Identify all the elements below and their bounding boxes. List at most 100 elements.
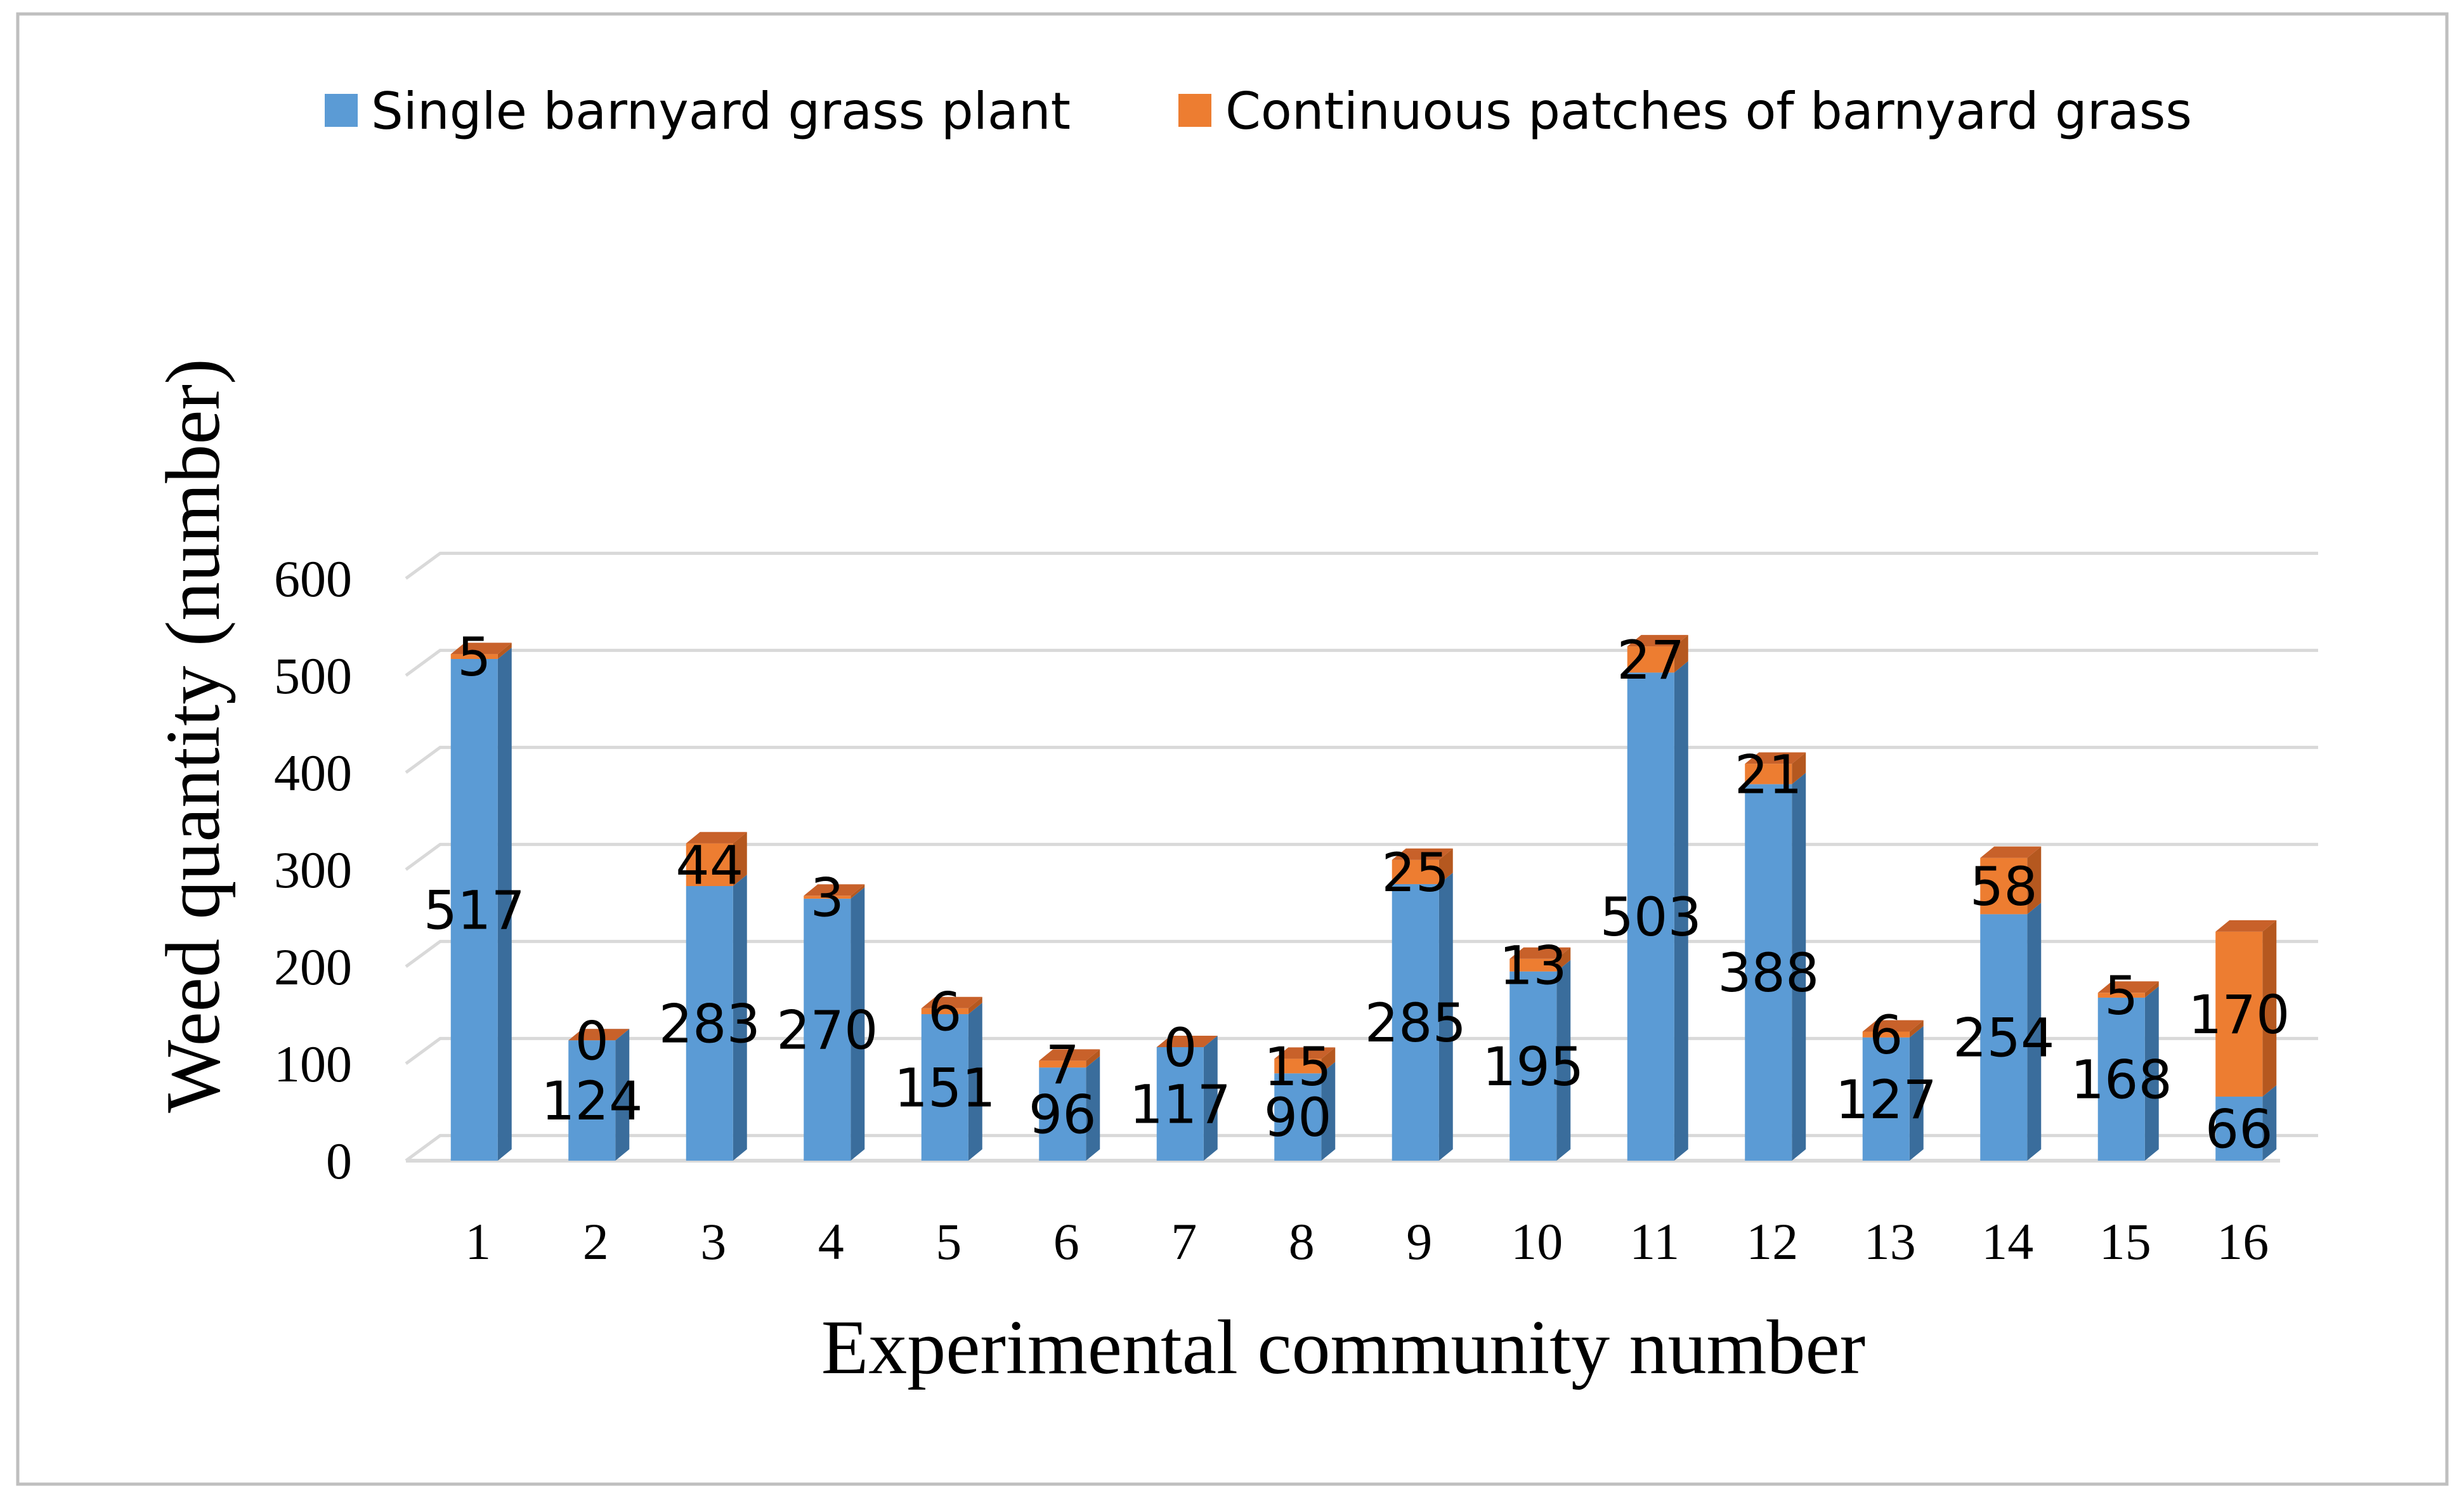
data-label-continuous: 7 <box>1046 1034 1079 1096</box>
x-axis-ticks: 1 2 3 4 5 6 7 8 9 10 11 12 13 14 15 16 <box>465 1213 2269 1270</box>
legend-swatch-continuous <box>1178 94 1211 127</box>
data-label-single: 96 <box>1029 1084 1097 1146</box>
data-label-continuous: 13 <box>1499 935 1567 997</box>
bar-continuous-7 <box>1156 1035 1218 1047</box>
data-label-continuous: 58 <box>1970 856 2038 918</box>
legend: Single barnyard grass plant Continuous p… <box>325 82 2192 141</box>
y-tick-label: 500 <box>274 647 352 705</box>
data-label-continuous: 3 <box>811 867 844 929</box>
data-label-single: 517 <box>424 879 525 941</box>
bar-continuous-5 <box>921 996 982 1014</box>
y-tick-label: 0 <box>326 1132 352 1190</box>
data-label-continuous: 6 <box>1869 1004 1903 1066</box>
bar-continuous-15 <box>2097 981 2159 998</box>
x-tick-label: 3 <box>700 1213 726 1270</box>
x-tick-label: 15 <box>2099 1213 2151 1270</box>
data-label-continuous: 15 <box>1264 1036 1332 1098</box>
y-axis-title: Weed quantity (number) <box>150 358 236 1112</box>
x-tick-label: 1 <box>465 1213 491 1270</box>
data-label-continuous: 5 <box>2104 965 2138 1027</box>
gridlines <box>405 551 2318 1163</box>
bar-continuous-3 <box>686 832 747 887</box>
legend-swatch-single <box>325 94 358 127</box>
x-tick-label: 11 <box>1629 1213 1679 1270</box>
bar-single-1 <box>450 647 512 1161</box>
data-label-single: 90 <box>1264 1086 1332 1149</box>
gridline <box>405 745 2318 774</box>
x-tick-label: 6 <box>1053 1213 1079 1270</box>
bar-continuous-6 <box>1039 1049 1100 1068</box>
data-label-single: 117 <box>1130 1073 1231 1135</box>
y-tick-label: 100 <box>274 1035 352 1093</box>
gridline <box>405 939 2318 968</box>
x-tick-label: 13 <box>1864 1213 1916 1270</box>
bar-single-11 <box>1627 661 1688 1161</box>
data-label-single: 285 <box>1365 992 1466 1054</box>
bar-continuous-2 <box>568 1029 630 1041</box>
x-tick-label: 2 <box>583 1213 609 1270</box>
y-tick-label: 600 <box>274 550 352 608</box>
x-tick-label: 7 <box>1171 1213 1197 1270</box>
y-tick-label: 300 <box>274 841 352 899</box>
bar-continuous-16 <box>2215 920 2277 1097</box>
data-label-continuous: 0 <box>1163 1017 1197 1079</box>
bar-single-8 <box>1274 1062 1336 1161</box>
bar-single-13 <box>1862 1026 1924 1161</box>
gridline <box>405 842 2318 871</box>
bar-continuous-10 <box>1509 947 1571 972</box>
bar-continuous-1 <box>450 642 512 659</box>
x-tick-label: 4 <box>818 1213 844 1270</box>
data-label-single: 195 <box>1482 1036 1584 1098</box>
x-tick-label: 10 <box>1511 1213 1563 1270</box>
data-label-single: 124 <box>541 1070 642 1132</box>
x-tick-label: 16 <box>2217 1213 2269 1270</box>
data-label-continuous: 170 <box>2188 984 2290 1046</box>
gridline <box>405 1133 2318 1163</box>
bar-single-16 <box>2215 1085 2277 1161</box>
y-tick-label: 200 <box>274 938 352 996</box>
data-label-single: 66 <box>2205 1099 2273 1161</box>
bar-continuous-4 <box>804 884 865 899</box>
x-tick-label: 14 <box>1981 1213 2033 1270</box>
bar-single-14 <box>1980 903 2042 1161</box>
bar-continuous-14 <box>1980 846 2042 915</box>
data-label-continuous: 21 <box>1735 743 1802 805</box>
bar-single-2 <box>568 1029 630 1161</box>
bar-single-12 <box>1745 773 1806 1161</box>
x-tick-label: 5 <box>935 1213 961 1270</box>
data-label-continuous: 5 <box>457 626 491 688</box>
x-tick-label: 8 <box>1289 1213 1315 1270</box>
data-label-continuous: 25 <box>1381 842 1449 904</box>
bar-continuous-12 <box>1745 752 1806 785</box>
data-label-single: 270 <box>776 999 878 1061</box>
data-label-continuous: 6 <box>928 981 961 1043</box>
bar-single-9 <box>1392 872 1453 1161</box>
gridline <box>405 648 2318 677</box>
data-label-single: 127 <box>1835 1069 1937 1131</box>
y-tick-label: 400 <box>274 744 352 802</box>
chart-border <box>16 12 2449 1486</box>
data-label-continuous: 27 <box>1617 629 1685 691</box>
data-label-single: 503 <box>1600 886 1702 948</box>
bar-continuous-11 <box>1627 635 1688 673</box>
y-axis-ticks: 0 100 200 300 400 500 600 <box>274 550 352 1190</box>
bar-continuous-9 <box>1392 848 1453 884</box>
x-tick-label: 9 <box>1406 1213 1432 1270</box>
data-label-single: 283 <box>659 993 760 1055</box>
bar-continuous-8 <box>1274 1047 1336 1074</box>
bar-single-15 <box>2097 986 2159 1161</box>
data-label-single: 388 <box>1718 942 1819 1004</box>
legend-label-continuous: Continuous patches of barnyard grass <box>1225 82 2192 141</box>
legend-label-single: Single barnyard grass plant <box>371 82 1071 141</box>
bar-single-3 <box>686 875 747 1161</box>
x-axis-title: Experimental community number <box>821 1305 1866 1390</box>
data-label-continuous: 44 <box>675 834 743 896</box>
data-label-single: 168 <box>2071 1048 2172 1111</box>
bars <box>450 635 2277 1161</box>
data-label-single: 254 <box>1953 1007 2054 1069</box>
bar-single-10 <box>1509 960 1571 1161</box>
gridline <box>405 551 2318 580</box>
bar-single-5 <box>921 1002 982 1161</box>
